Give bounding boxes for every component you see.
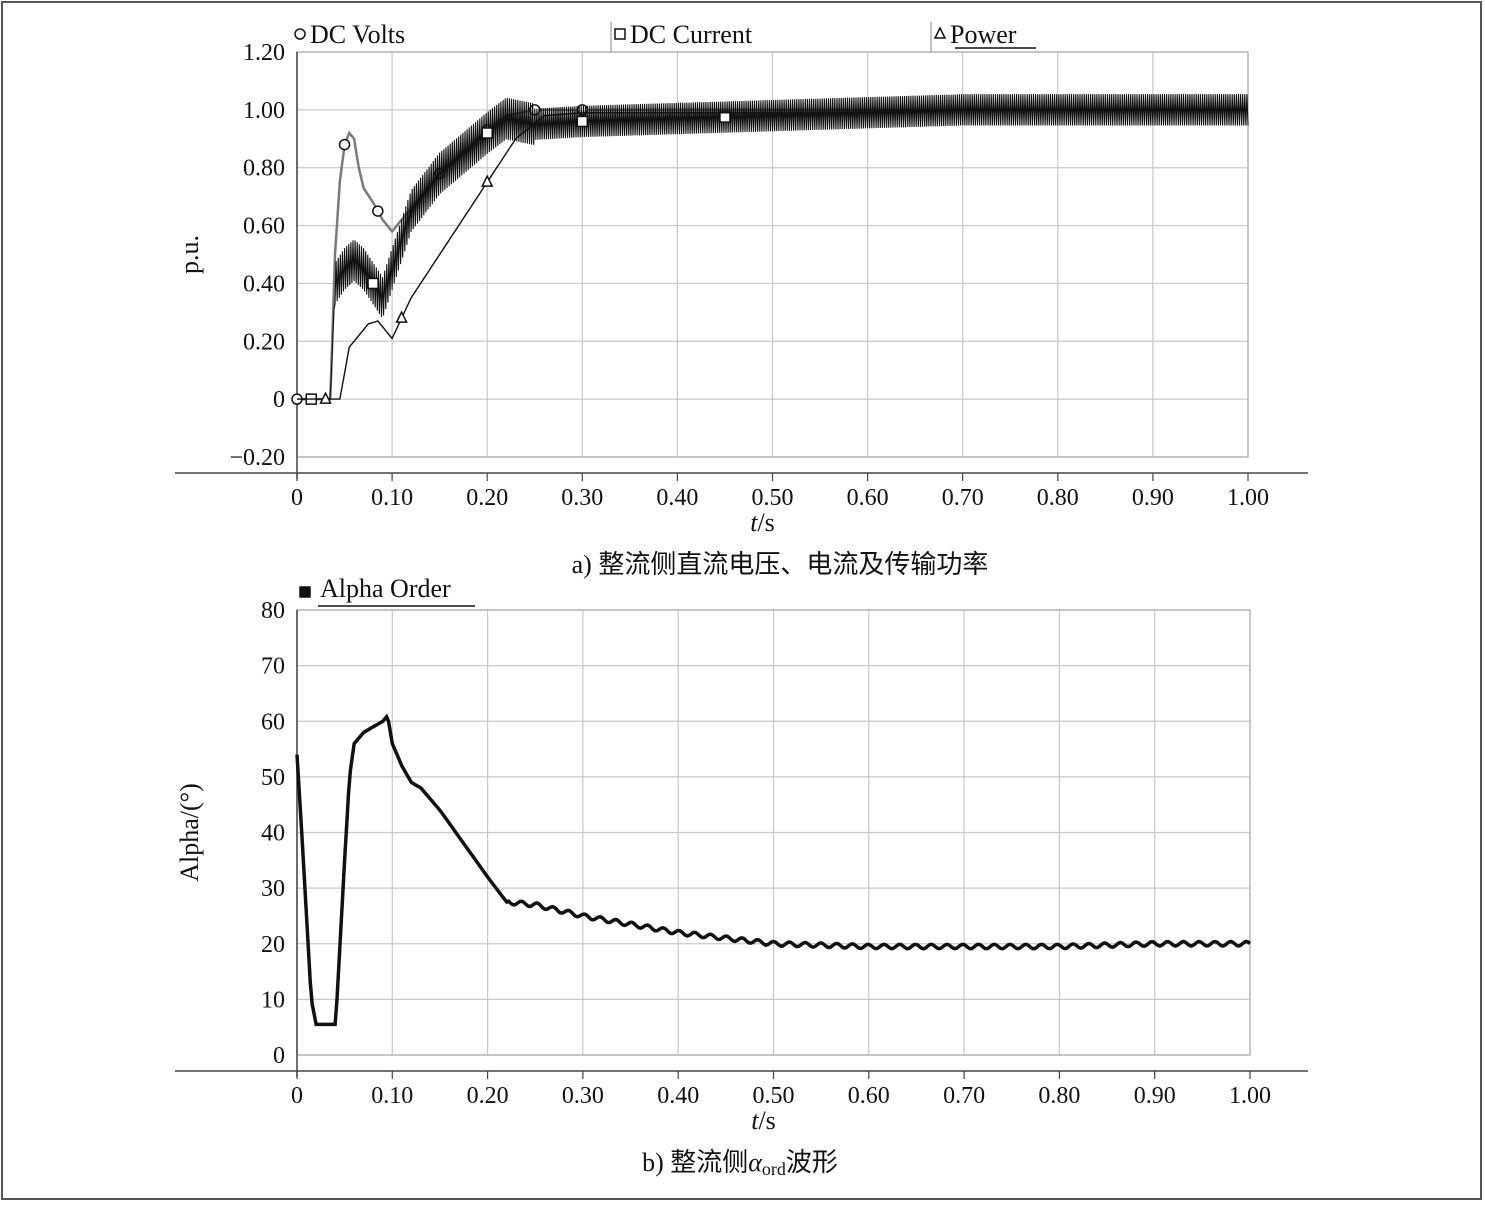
x-tick-label: 0	[291, 1083, 303, 1109]
x-tick-label: 0.90	[1132, 485, 1174, 511]
y-tick-label: 20	[261, 932, 285, 958]
y-tick-label: 0.80	[243, 156, 285, 182]
series-line	[297, 94, 1249, 400]
legend-label: Power	[950, 20, 1017, 49]
legend-label: Alpha Order	[320, 574, 451, 603]
x-tick-label: 0	[291, 485, 303, 511]
x-tick-label: 0.30	[562, 1083, 604, 1109]
x-axis-label-unit: /s	[757, 508, 774, 537]
series-marker	[319, 391, 332, 404]
chart-caption: a) 整流侧直流电压、电流及传输功率	[572, 550, 989, 579]
x-axis-label-unit: /s	[758, 1106, 775, 1135]
x-tick-label: 0.80	[1038, 1083, 1080, 1109]
legend-marker	[299, 586, 311, 598]
x-tick-label: 1.00	[1227, 485, 1269, 511]
y-tick-label: 0.20	[243, 329, 285, 355]
series-marker	[719, 111, 731, 123]
legend: Alpha Order	[299, 574, 475, 607]
caption-prefix: b) 整流侧	[642, 1148, 748, 1177]
legend-label: DC Volts	[310, 20, 405, 49]
y-tick-label: 80	[261, 598, 285, 624]
x-tick-label: 1.00	[1229, 1083, 1271, 1109]
series-marker	[576, 115, 589, 128]
series-marker	[395, 310, 408, 323]
series-marker	[480, 174, 494, 187]
x-tick-label: 0.70	[942, 485, 984, 511]
legend-marker	[294, 28, 306, 40]
x-axis-label: t/s	[750, 508, 775, 537]
chart-b: 0 0.10 0.20 0.30 0.40 0.50 0.60 0.70 0.80 0.90 1.0…	[175, 574, 1308, 1179]
y-tick-label: −0.20	[229, 445, 285, 471]
x-tick-label: 0.30	[561, 485, 603, 511]
y-tick-label: 50	[261, 765, 285, 791]
x-tick-label: 0.90	[1134, 1083, 1176, 1109]
x-tick-label: 0.10	[371, 1083, 413, 1109]
y-tick-label: 30	[261, 876, 285, 902]
y-tick-label: 0.40	[243, 271, 285, 297]
y-axis-label: p.u.	[175, 235, 204, 274]
caption-sub: ord	[762, 1159, 786, 1179]
y-tick-label: 60	[261, 709, 285, 735]
x-tick-label: 0.40	[656, 485, 698, 511]
y-axis-label: Alpha/(°)	[175, 783, 204, 881]
series-marker	[367, 277, 379, 290]
x-tick-label: 0.20	[467, 1083, 509, 1109]
x-tick-label: 0.50	[753, 1083, 795, 1109]
series-marker	[338, 138, 351, 151]
x-tick-label: 0.60	[848, 1083, 890, 1109]
x-tick-label: 0.20	[466, 485, 508, 511]
x-axis-label-t: t	[751, 1106, 759, 1135]
chart-a: 0 0.10 0.20 0.30 0.40 0.50 0.60 0.70 0.80 0.90 1.0…	[175, 20, 1308, 579]
y-tick-label: 0	[273, 1043, 285, 1069]
legend-marker	[614, 28, 626, 40]
x-tick-label: 0.60	[847, 485, 889, 511]
y-tick-label: 0.60	[243, 214, 285, 240]
x-tick-label: 0.50	[752, 485, 794, 511]
series-marker	[481, 127, 493, 139]
series-marker	[372, 205, 384, 217]
x-tick-label: 0.80	[1037, 485, 1079, 511]
legend-marker	[933, 26, 947, 39]
y-tick-label: 40	[261, 821, 285, 847]
y-tick-label: 1.20	[243, 40, 285, 66]
caption-alpha: α	[748, 1148, 763, 1177]
series-line	[297, 109, 1248, 400]
y-tick-label: 0	[273, 387, 285, 413]
legend-label: DC Current	[630, 20, 753, 49]
caption-suffix: 波形	[786, 1148, 838, 1177]
series-dc-volts	[291, 104, 1248, 405]
x-tick-label: 0.70	[943, 1083, 985, 1109]
y-tick-label: 70	[261, 654, 285, 680]
y-tick-label: 10	[261, 987, 285, 1013]
series-line	[295, 713, 1252, 1027]
legend: DC Volts DC Current Power	[294, 20, 1036, 52]
series-power	[297, 109, 1248, 404]
series-alpha-order	[295, 713, 1252, 1027]
chart-caption: b) 整流侧αord波形	[642, 1148, 838, 1179]
x-tick-label: 0.10	[371, 485, 413, 511]
x-axis-label: t/s	[751, 1106, 776, 1135]
x-tick-label: 0.40	[657, 1083, 699, 1109]
y-tick-label: 1.00	[243, 98, 285, 124]
x-axis-label-t: t	[750, 508, 758, 537]
